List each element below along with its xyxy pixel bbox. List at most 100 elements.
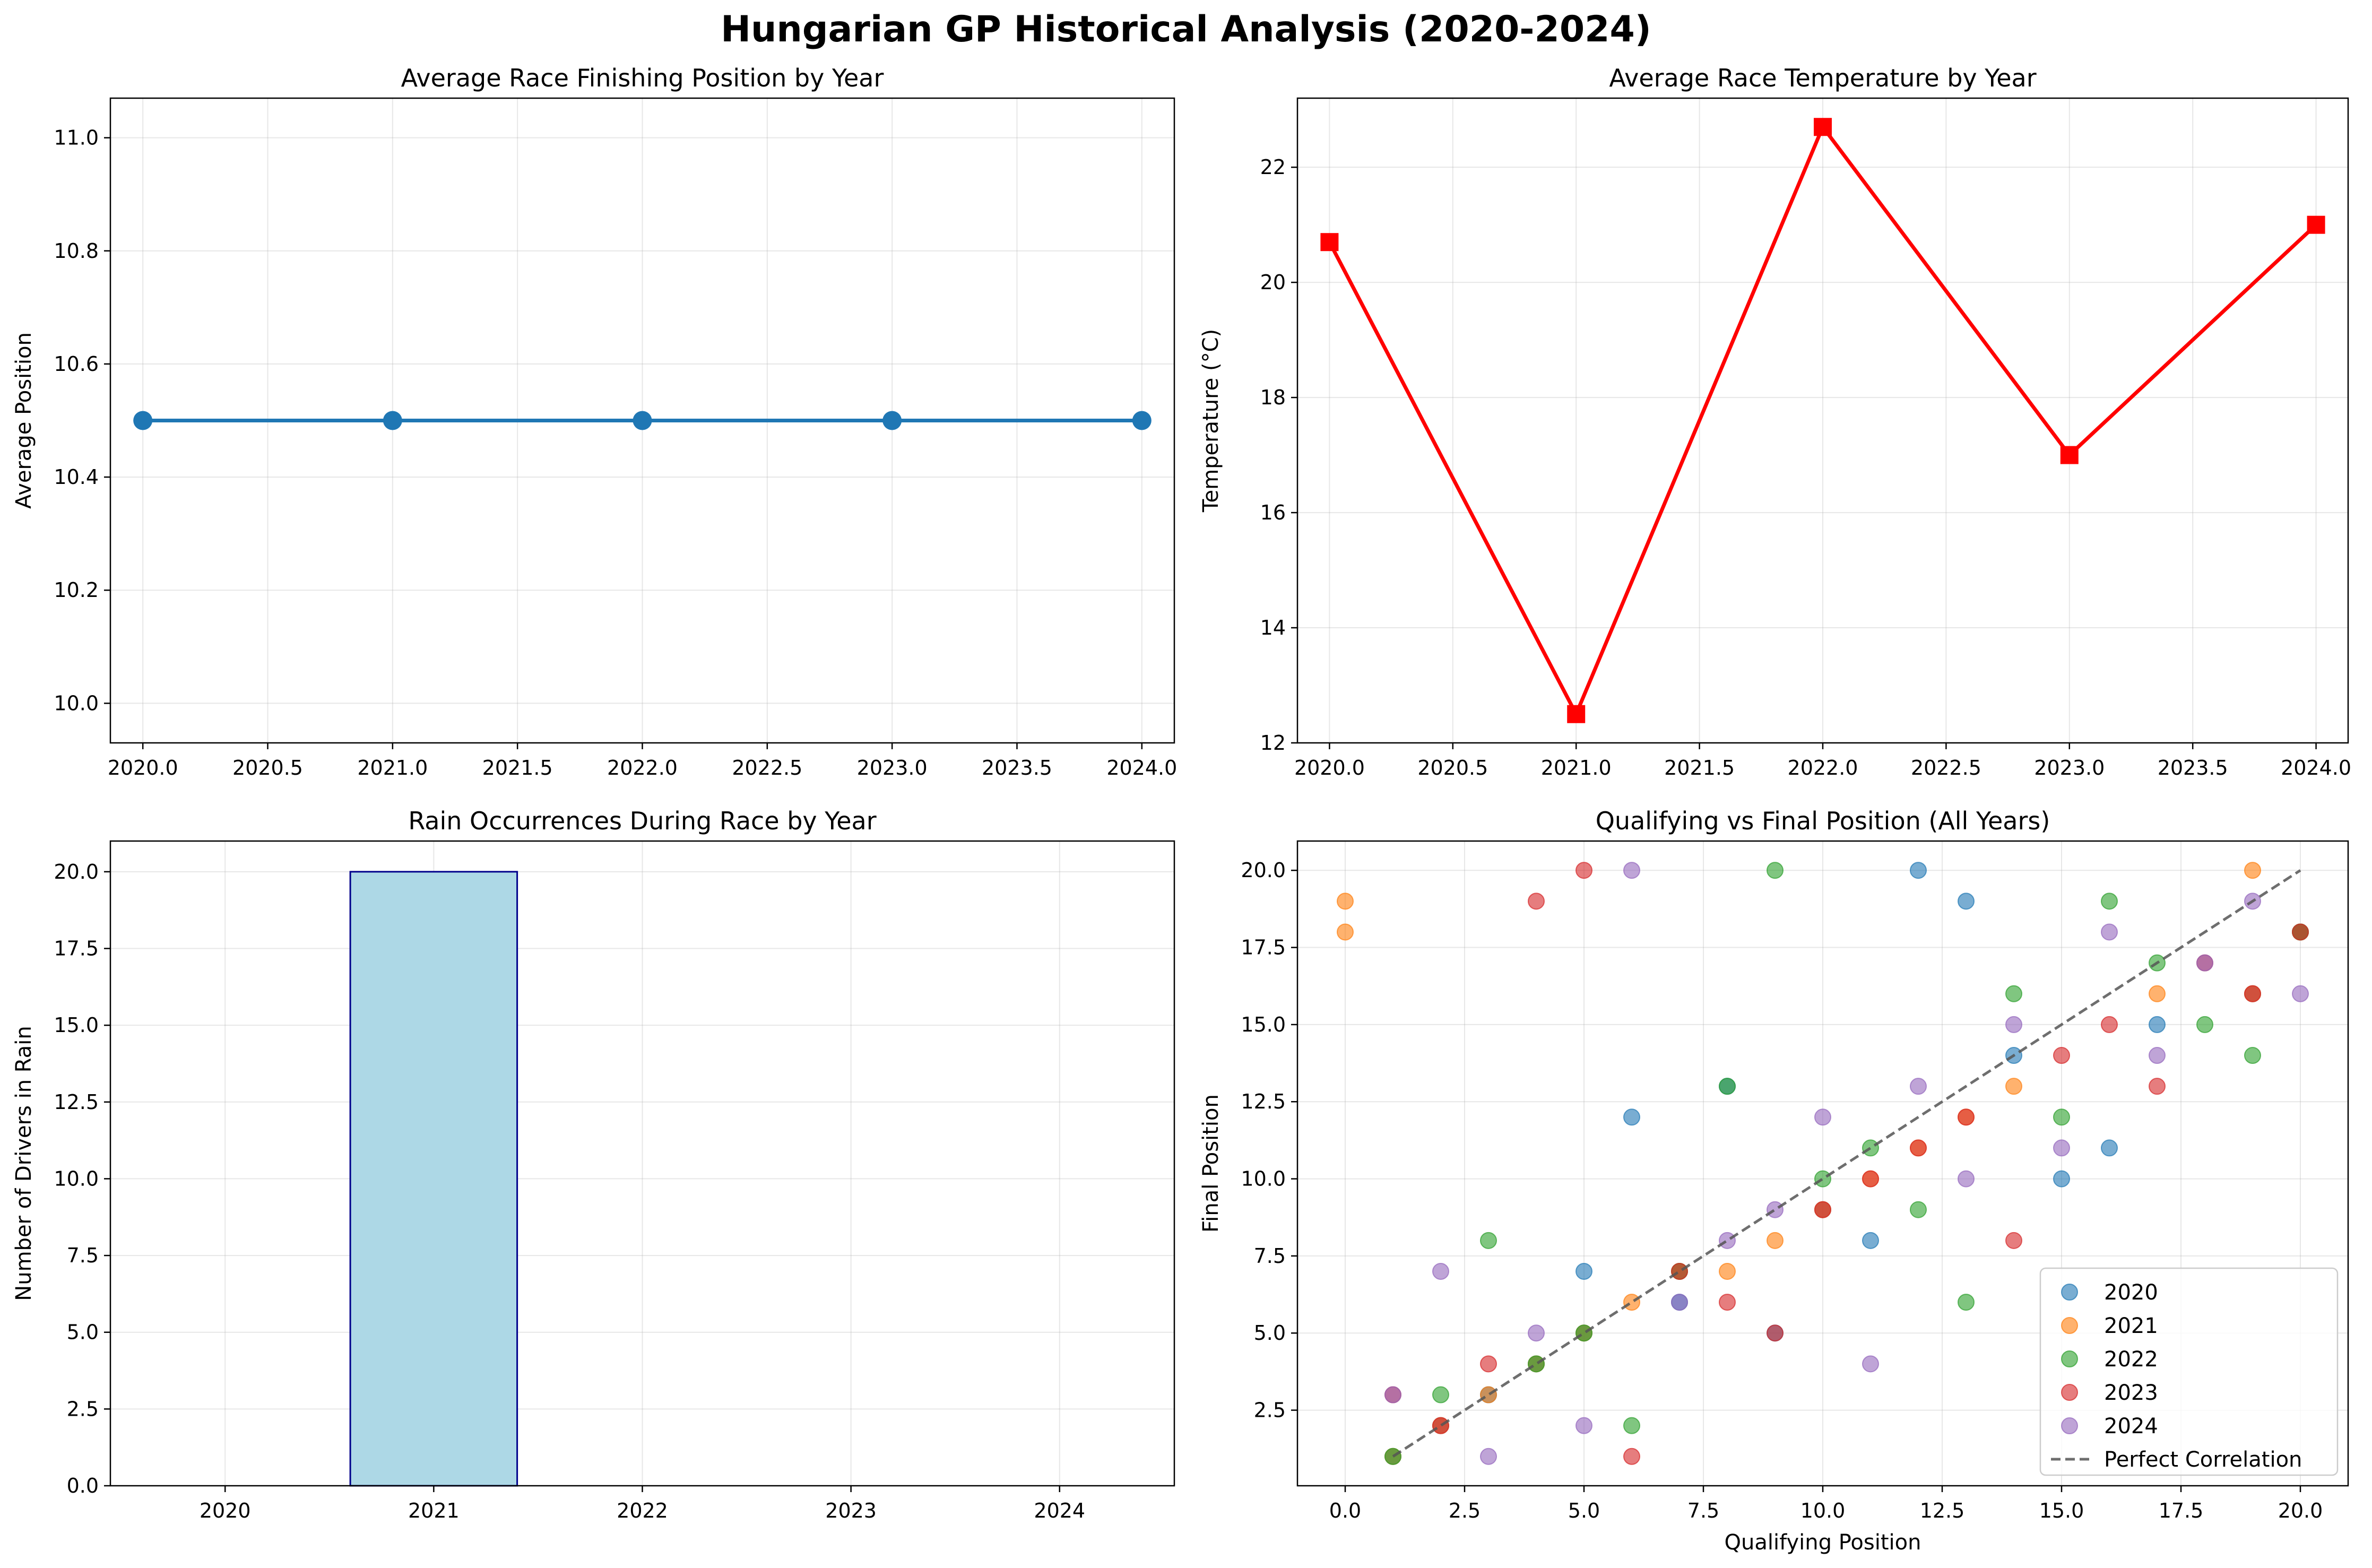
scatter-point [2053, 1047, 2070, 1064]
x-tick-label: 2023.5 [2158, 756, 2228, 779]
scatter-point [2149, 1078, 2166, 1095]
x-tick-label: 2020.0 [108, 756, 178, 779]
y-tick-label: 15.0 [1241, 1013, 1286, 1036]
scatter-point [1862, 1170, 1879, 1188]
scatter-point [1337, 923, 1354, 941]
y-tick-label: 2.5 [1254, 1399, 1286, 1422]
data-point [1814, 118, 1832, 136]
data-point [133, 411, 153, 430]
y-tick-label: 16 [1260, 501, 1286, 524]
scatter-point [1432, 1417, 1449, 1434]
chart-title: Average Race Finishing Position by Year [401, 64, 884, 92]
legend-label: 2020 [2104, 1280, 2158, 1305]
x-tick-label: 2021.0 [357, 756, 428, 779]
x-tick-label: 2021.0 [1541, 756, 1612, 779]
x-tick-label: 2020.5 [232, 756, 303, 779]
data-point [1567, 705, 1586, 723]
scatter-point [2101, 1016, 2118, 1033]
scatter-point [2149, 985, 2166, 1002]
x-tick-label: 2023.0 [857, 756, 928, 779]
y-tick-label: 10.2 [54, 578, 99, 602]
scatter-point [2101, 1139, 2118, 1157]
scatter-point [1623, 1294, 1640, 1311]
x-tick-label: 10.0 [1800, 1499, 1846, 1522]
y-tick-label: 2.5 [67, 1397, 99, 1420]
scatter-point [2196, 1016, 2213, 1033]
y-tick-label: 17.5 [1241, 936, 1286, 959]
legend-marker [2061, 1317, 2078, 1334]
scatter-point [1528, 1355, 1545, 1373]
avg-temperature-chart: 2020.0 2020.5 2021.0 2021.5 2022.0 2022.5 2023… [1199, 64, 2351, 779]
x-tick-label: 2020.0 [1294, 756, 1365, 779]
plot-frame [109, 840, 1175, 1487]
y-tick-label: 15.0 [54, 1013, 99, 1037]
scatter-point [1767, 1201, 1784, 1218]
scatter-point [1719, 1078, 1736, 1095]
scatter-point [1862, 1232, 1879, 1249]
legend-box [2039, 1267, 2339, 1476]
scatter-point [1623, 862, 1640, 879]
scatter-point [1528, 893, 1545, 910]
scatter-point [1958, 893, 1975, 910]
x-tick-label: 2023.5 [982, 756, 1052, 779]
scatter-point [2053, 1139, 2070, 1157]
figure-title: Hungarian GP Historical Analysis (2020-2… [721, 8, 1651, 50]
x-tick-label: 2021 [408, 1499, 460, 1522]
x-axis-label: Qualifying Position [1725, 1530, 1921, 1555]
y-tick-label: 10.0 [54, 691, 99, 715]
scatter-point [1719, 1294, 1736, 1311]
scatter-point [1958, 1108, 1975, 1126]
x-tick-label: 2023 [825, 1499, 877, 1522]
y-axis-label: Number of Drivers in Rain [12, 1026, 36, 1301]
x-tick-label: 2022.0 [1788, 756, 1858, 779]
scatter-point [2244, 862, 2261, 879]
y-tick-label: 20.0 [1241, 859, 1286, 882]
y-axis-label: Temperature (°C) [1199, 329, 1223, 513]
y-tick-label: 17.5 [54, 937, 99, 960]
chart-title: Qualifying vs Final Position (All Years) [1596, 807, 2050, 835]
x-tick-label: 2024.0 [1106, 756, 1177, 779]
y-tick-label: 20 [1260, 271, 1286, 294]
y-tick-label: 14 [1260, 616, 1286, 639]
legend-label: 2021 [2104, 1314, 2158, 1338]
legend-marker [2061, 1384, 2078, 1401]
data-point [2307, 215, 2325, 234]
x-tick-label: 5.0 [1568, 1499, 1600, 1522]
scatter-point [1480, 1355, 1497, 1373]
scatter-point [2005, 1078, 2022, 1095]
perfect-correlation-line [1392, 869, 2301, 1458]
legend: 2020 2021 2022 2023 2024 Perfect Correlation [2039, 1267, 2339, 1476]
scatter-point [2244, 1047, 2261, 1064]
scatter-point [2196, 954, 2213, 972]
y-tick-label: 7.5 [67, 1244, 99, 1267]
scatter-point [2149, 1016, 2166, 1033]
scatter-point [2005, 1232, 2022, 1249]
rain-occurrences-chart: 0.0 2.5 5.0 7.5 10.0 12.5 15.0 17.5 20.0 2020 2021… [12, 807, 1175, 1522]
scatter-point [1480, 1386, 1497, 1404]
x-tick-label: 2020.5 [1417, 756, 1488, 779]
scatter-point [2053, 1170, 2070, 1188]
y-axis-label: Final Position [1199, 1094, 1223, 1233]
data-point [882, 411, 902, 430]
y-tick-label: 0.0 [67, 1474, 99, 1497]
scatter-point [1432, 1386, 1449, 1404]
scatter-point [1480, 1232, 1497, 1249]
y-tick-label: 10.0 [54, 1167, 99, 1190]
x-tick-label: 2021.5 [1664, 756, 1735, 779]
plot-frame [1296, 97, 2349, 744]
data-point [2060, 446, 2079, 464]
legend-marker [2061, 1417, 2078, 1434]
scatter-point [1575, 1262, 1592, 1280]
y-tick-label: 12.5 [1241, 1090, 1286, 1113]
x-tick-label: 2022.5 [1911, 756, 1981, 779]
chart-title: Rain Occurrences During Race by Year [408, 807, 876, 835]
scatter-point [1910, 1078, 1927, 1095]
legend-label: Perfect Correlation [2104, 1448, 2302, 1472]
legend-marker [2061, 1284, 2078, 1301]
scatter-point [2101, 893, 2118, 910]
y-tick-label: 5.0 [67, 1321, 99, 1344]
legend-marker [2061, 1350, 2078, 1367]
qualifying-vs-final-chart: 0.0 2.5 5.0 7.5 10.0 12.5 15.0 17.5 20.0 2.5 5.0 7.… [1199, 807, 2349, 1555]
x-tick-label: 20.0 [2278, 1499, 2323, 1522]
